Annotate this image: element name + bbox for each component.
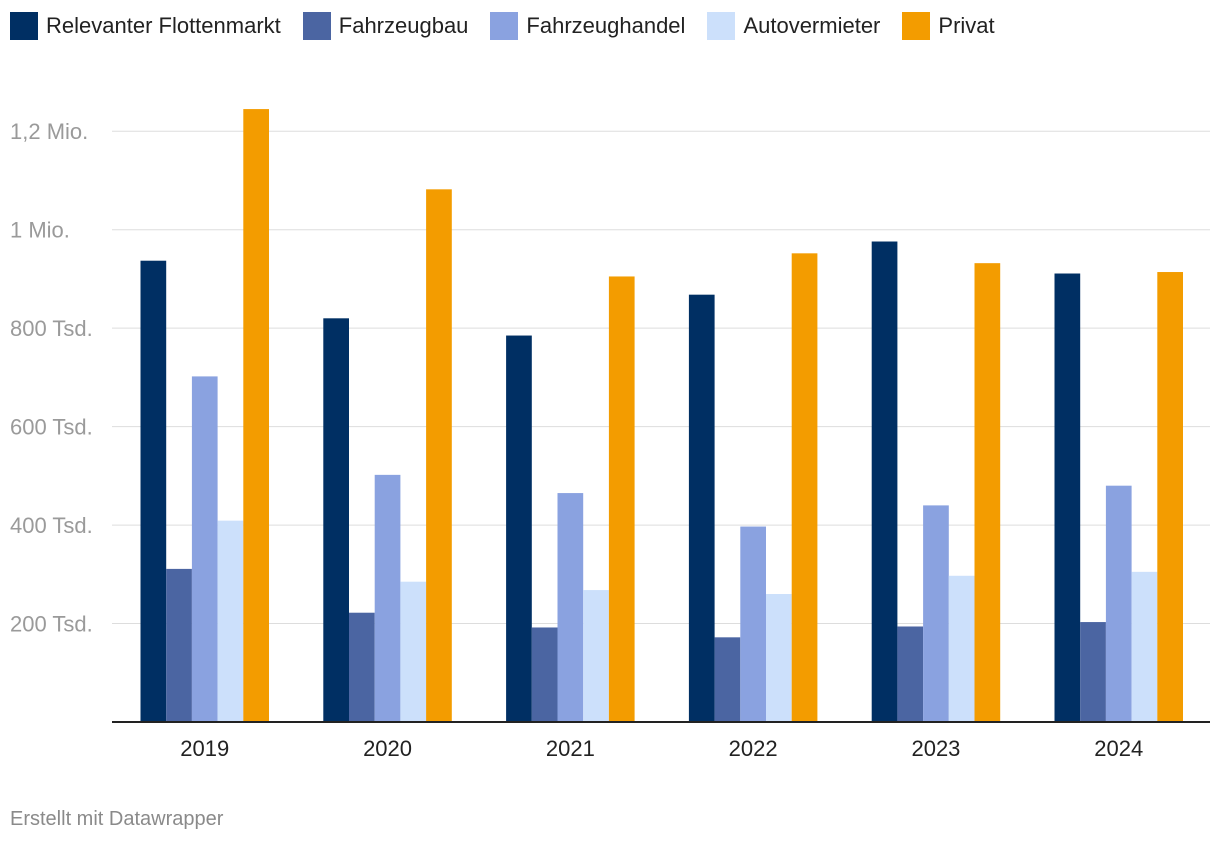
y-tick-label: 1 Mio.: [10, 218, 70, 243]
bar: [374, 474, 401, 722]
legend-item: Relevanter Flottenmarkt: [10, 12, 281, 40]
legend-item: Fahrzeughandel: [490, 12, 685, 40]
legend-label: Privat: [938, 13, 995, 38]
legend-item: Fahrzeugbau: [302, 12, 469, 40]
x-tick-label: 2020: [363, 736, 412, 761]
bar: [349, 612, 375, 722]
bar: [1054, 273, 1081, 722]
chart-legend: Relevanter Flottenmarkt Fahrzeugbau Fahrze…: [10, 12, 1017, 40]
bar: [323, 318, 349, 722]
bar: [714, 637, 741, 722]
legend-swatch: [490, 12, 519, 40]
bar: [974, 263, 1001, 722]
bar: [1131, 571, 1158, 722]
legend-swatch: [10, 12, 38, 40]
bar: [871, 241, 898, 722]
bar: [426, 189, 452, 723]
y-tick-label: 800 Tsd.: [10, 316, 93, 341]
legend-label: Fahrzeughandel: [526, 13, 686, 38]
bar: [243, 109, 269, 723]
bar: [740, 526, 766, 722]
x-tick-label: 2024: [1094, 736, 1143, 761]
bar: [531, 627, 558, 722]
legend-label: Autovermieter: [743, 13, 881, 38]
bar: [506, 335, 532, 722]
x-tick-label: 2022: [729, 736, 778, 761]
bar: [766, 594, 792, 722]
bar: [791, 253, 818, 723]
bar: [557, 493, 584, 722]
x-tick-label: 2021: [546, 736, 595, 761]
y-tick-label: 200 Tsd.: [10, 612, 93, 637]
legend-label: Fahrzeugbau: [338, 13, 469, 38]
credit-text: Erstellt mit Datawrapper: [10, 808, 224, 830]
bar: [191, 376, 218, 722]
legend-swatch: [707, 12, 736, 40]
bar: [400, 581, 427, 722]
bar: [1105, 485, 1132, 722]
bar: [583, 590, 609, 722]
bar: [688, 294, 715, 722]
bar: [948, 575, 975, 722]
y-tick-label: 1,2 Mio.: [10, 119, 88, 144]
bar: [608, 276, 635, 722]
legend-swatch: [302, 12, 331, 40]
legend-label: Relevanter Flottenmarkt: [46, 13, 281, 38]
bar: [166, 568, 192, 722]
legend-item: Autovermieter: [707, 12, 880, 40]
x-tick-label: 2023: [911, 736, 960, 761]
bar: [1157, 272, 1183, 722]
x-tick-label: 2019: [180, 736, 229, 761]
bar: [140, 260, 167, 722]
bar: [1080, 622, 1106, 722]
y-tick-label: 600 Tsd.: [10, 415, 93, 440]
legend-swatch: [902, 12, 931, 40]
y-tick-label: 400 Tsd.: [10, 513, 93, 538]
legend-item: Privat: [902, 12, 995, 40]
bar: [897, 626, 924, 722]
bar: [923, 505, 949, 722]
bar: [217, 520, 244, 722]
